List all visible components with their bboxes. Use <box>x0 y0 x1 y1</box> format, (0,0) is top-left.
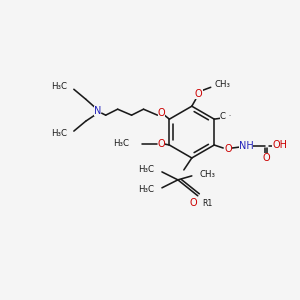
Text: H₃C: H₃C <box>138 165 154 174</box>
Text: N: N <box>94 106 101 116</box>
Text: C ·: C · <box>220 112 232 121</box>
Text: H₃C: H₃C <box>51 82 67 91</box>
Text: CH₃: CH₃ <box>200 170 216 179</box>
Text: O: O <box>224 144 232 154</box>
Text: O: O <box>195 89 202 99</box>
Text: O: O <box>158 108 165 118</box>
Text: H₃C: H₃C <box>51 129 67 138</box>
Text: NH: NH <box>239 141 254 151</box>
Text: H₃C: H₃C <box>114 139 130 148</box>
Text: O: O <box>158 139 165 149</box>
Text: R1: R1 <box>202 199 213 208</box>
Text: O: O <box>190 198 198 208</box>
Text: H₃C: H₃C <box>138 185 154 194</box>
Text: O: O <box>262 153 270 163</box>
Text: CH₃: CH₃ <box>215 80 231 89</box>
Text: OH: OH <box>272 140 287 150</box>
